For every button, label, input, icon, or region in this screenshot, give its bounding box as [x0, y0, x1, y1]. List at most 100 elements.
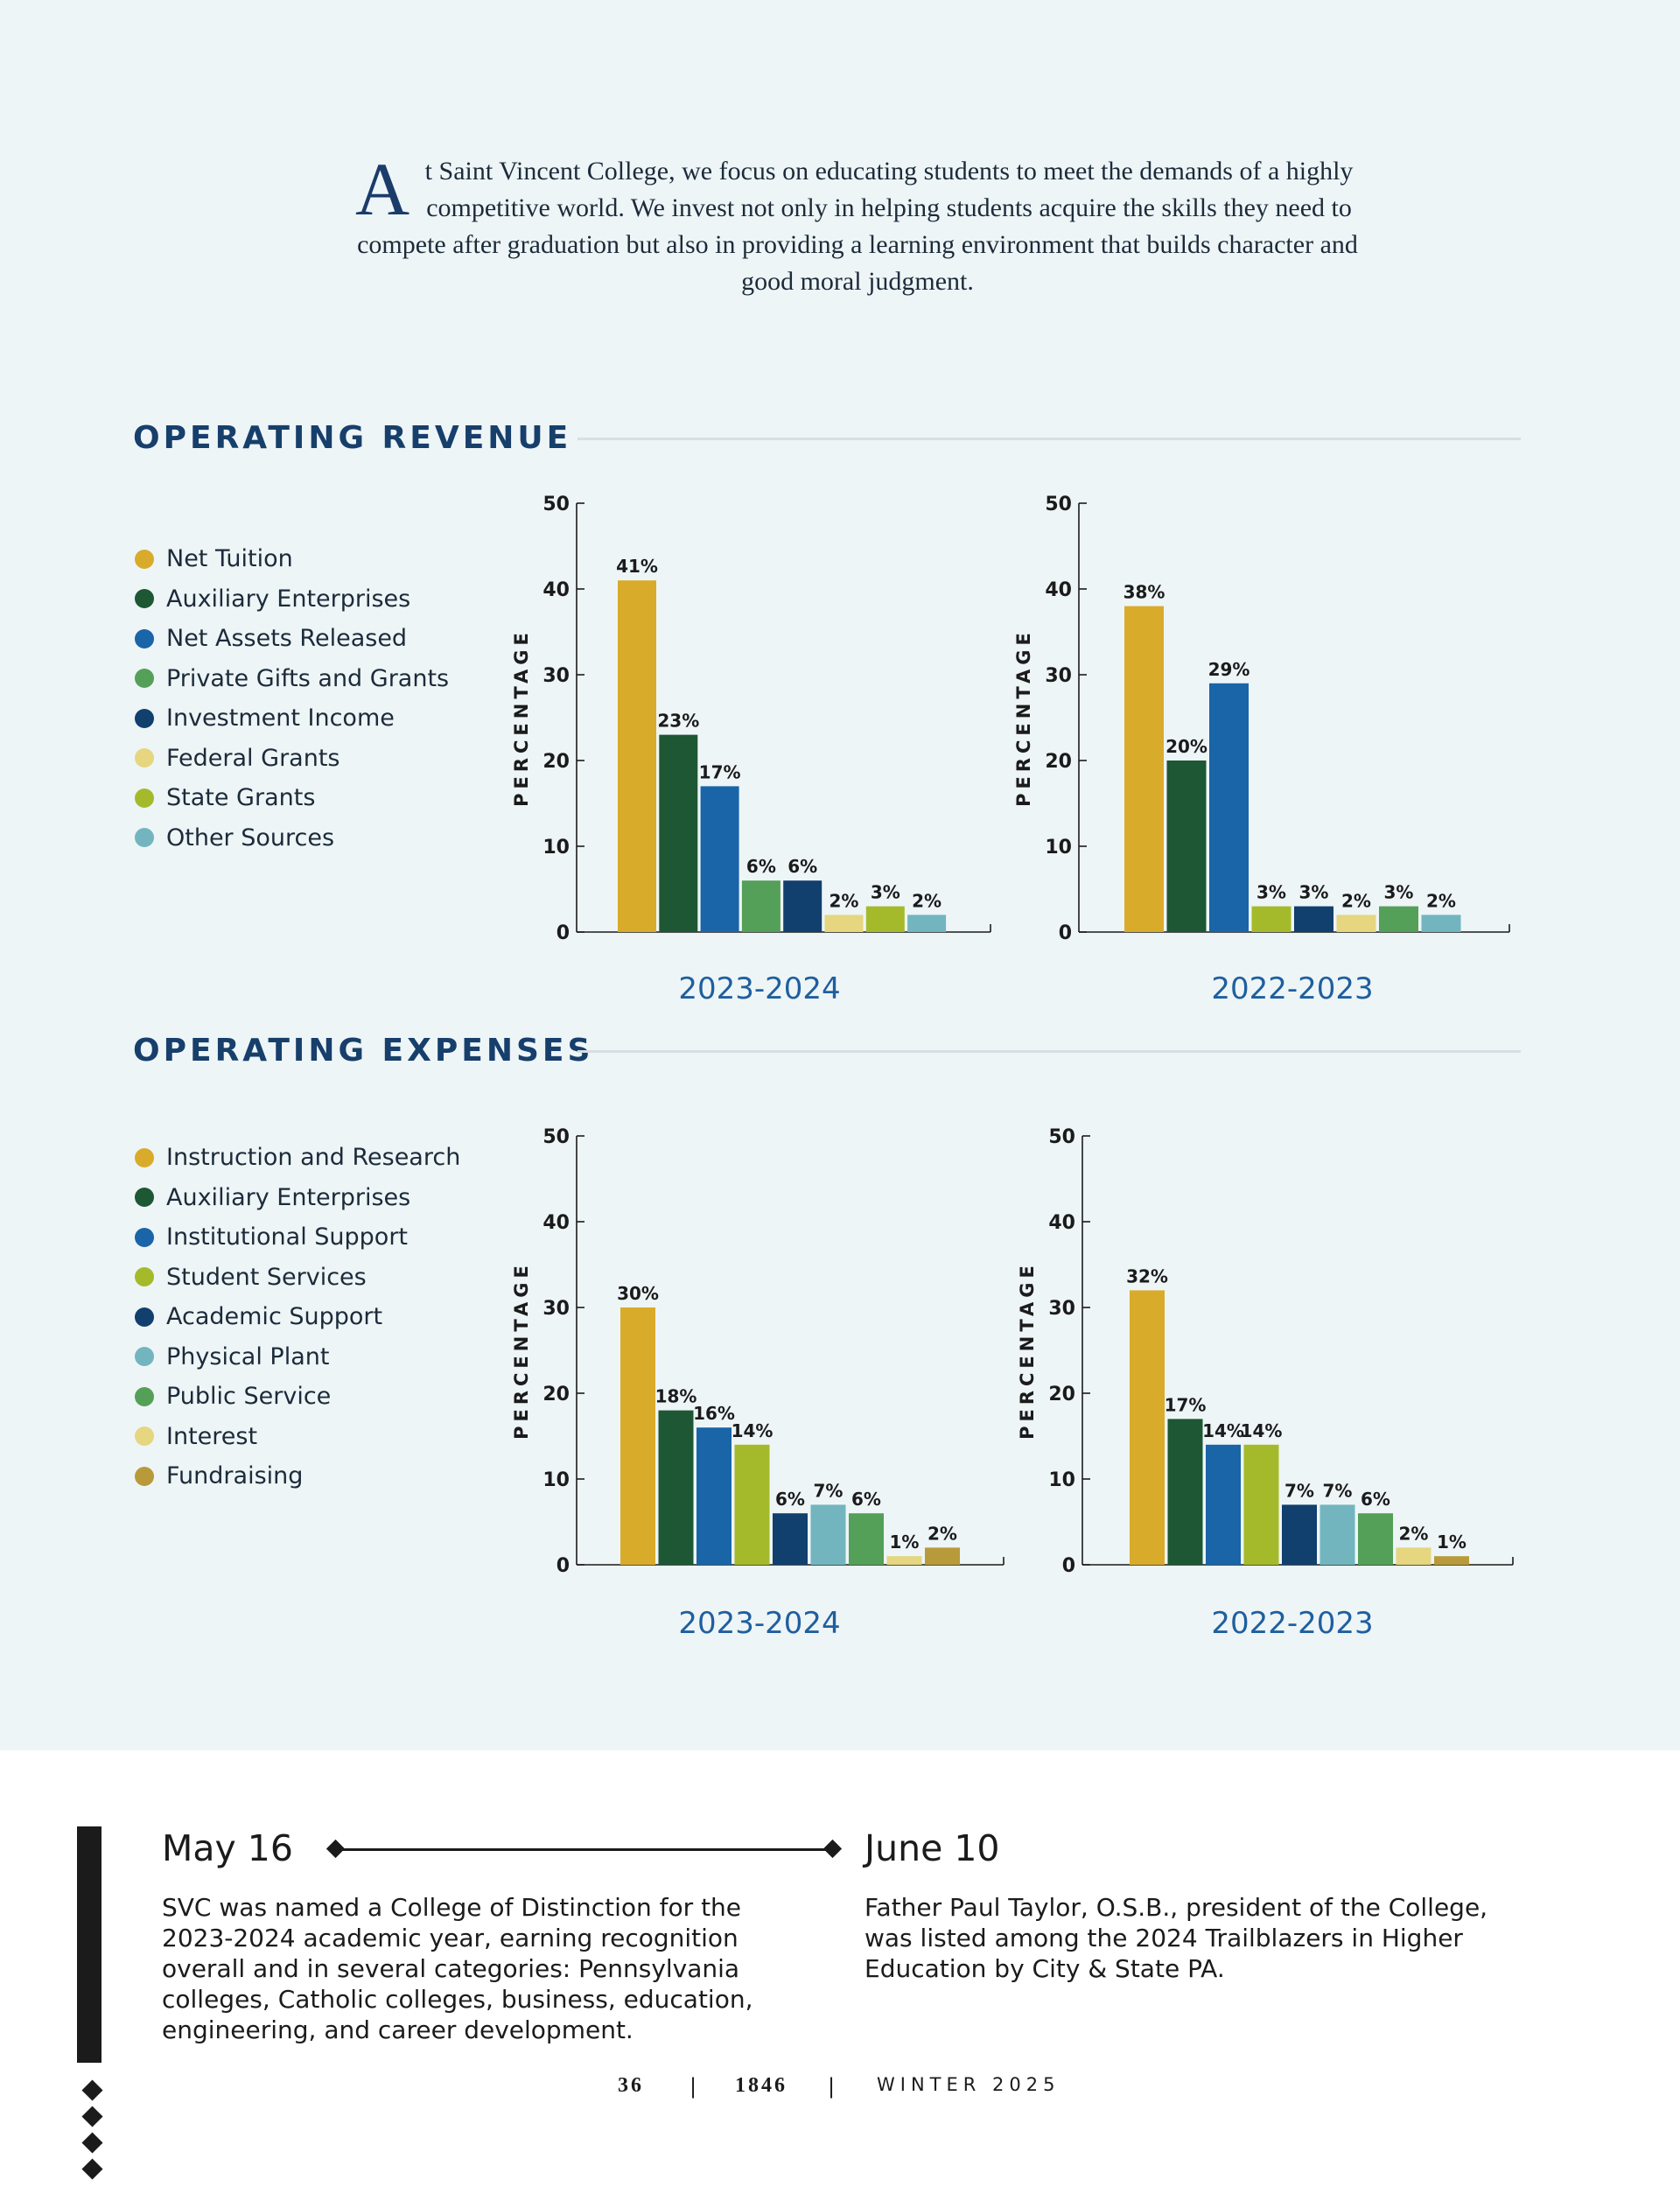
bar — [1166, 761, 1207, 932]
data-label: 2% — [1399, 1523, 1429, 1544]
y-tick-label: 10 — [542, 1469, 570, 1491]
bar — [618, 580, 656, 932]
data-label: 29% — [1208, 659, 1250, 680]
data-label: 14% — [1241, 1420, 1283, 1441]
bar — [1434, 1556, 1469, 1565]
data-label: 17% — [1165, 1394, 1207, 1415]
legend-item: Institutional Support — [133, 1217, 460, 1258]
legend-item: Academic Support — [133, 1297, 460, 1337]
y-tick-label: 50 — [1045, 494, 1072, 515]
legend-swatch — [135, 1267, 154, 1287]
data-label: 2% — [928, 1523, 957, 1544]
y-tick-label: 10 — [1045, 837, 1072, 859]
revenue-caption-2023-2024: 2023-2024 — [678, 971, 841, 1006]
bar — [1251, 906, 1292, 932]
data-label: 6% — [851, 1489, 881, 1510]
legend-label: Instruction and Research — [166, 1144, 461, 1172]
bar — [700, 786, 739, 932]
legend-item: Private Gifts and Grants — [133, 659, 449, 699]
intro-text: t Saint Vincent College, we focus on edu… — [357, 157, 1358, 296]
legend-label: Investment Income — [166, 704, 395, 733]
data-label: 2% — [1426, 890, 1456, 911]
legend-label: Net Assets Released — [166, 625, 408, 653]
legend-swatch — [135, 788, 154, 808]
bar — [1124, 606, 1164, 932]
bar — [773, 1513, 808, 1565]
data-label: 14% — [1202, 1420, 1244, 1441]
timeline-date-right: June 10 — [864, 1827, 1000, 1869]
expenses-legend: Instruction and Research Auxiliary Enterp… — [133, 1138, 460, 1497]
bar — [1320, 1504, 1355, 1565]
legend-item: Other Sources — [133, 818, 449, 859]
bar — [849, 1513, 884, 1565]
revenue-caption-2022-2023: 2022-2023 — [1211, 971, 1374, 1006]
data-label: 23% — [657, 711, 699, 732]
footer-separator: | — [828, 2074, 836, 2099]
data-label: 14% — [732, 1420, 774, 1441]
y-tick-label: 20 — [542, 751, 570, 773]
data-label: 20% — [1166, 736, 1208, 757]
y-tick-label: 0 — [556, 922, 570, 944]
data-label: 3% — [1256, 882, 1286, 903]
data-label: 6% — [1361, 1489, 1390, 1510]
y-axis-label: PERCENTAGE — [511, 1261, 532, 1440]
legend-item: Net Assets Released — [133, 619, 449, 659]
bar — [810, 1504, 846, 1565]
y-tick-label: 10 — [542, 837, 570, 859]
legend-swatch — [135, 708, 154, 728]
legend-label: Student Services — [166, 1263, 367, 1291]
y-tick-label: 40 — [1045, 579, 1072, 601]
legend-item: Net Tuition — [133, 539, 449, 579]
revenue-section-title: OPERATING REVENUE — [133, 420, 572, 456]
legend-swatch — [135, 1466, 154, 1486]
legend-label: Private Gifts and Grants — [166, 664, 450, 692]
legend-label: State Grants — [166, 784, 316, 812]
legend-item: Instruction and Research — [133, 1138, 460, 1178]
data-label: 3% — [1384, 882, 1414, 903]
y-tick-label: 50 — [542, 1126, 570, 1148]
diamond-icon — [81, 2106, 103, 2127]
chart-svg: 0 10 20 30 40 50 PERCENTAGE 30% 18%16%14% 6% 7% 6% 1… — [511, 1126, 1004, 1577]
y-tick-label: 40 — [1048, 1212, 1075, 1234]
data-label: 16% — [693, 1403, 735, 1424]
bar — [659, 734, 698, 932]
timeline-text-right: Father Paul Taylor, O.S.B., president of… — [864, 1893, 1488, 1983]
data-label: 6% — [775, 1489, 805, 1510]
legend-swatch — [135, 669, 154, 689]
legend-label: Institutional Support — [166, 1223, 409, 1251]
legend-item: State Grants — [133, 778, 449, 818]
bar — [734, 1444, 770, 1565]
y-tick-label: 30 — [542, 665, 570, 687]
bar — [1282, 1504, 1317, 1565]
bar — [925, 1547, 960, 1565]
magazine-name: 1846 — [735, 2074, 788, 2097]
expenses-caption-2022-2023: 2022-2023 — [1211, 1606, 1374, 1641]
legend-item: Auxiliary Enterprises — [133, 1178, 460, 1218]
y-axis-label: PERCENTAGE — [1017, 1261, 1038, 1440]
data-label: 7% — [1323, 1480, 1353, 1501]
bar — [907, 915, 947, 932]
legend-label: Net Tuition — [166, 545, 293, 573]
data-label: 6% — [746, 856, 776, 877]
legend-item: Federal Grants — [133, 739, 449, 779]
data-label: 2% — [830, 890, 859, 911]
data-label: 2% — [912, 890, 942, 911]
data-label: 3% — [1299, 882, 1329, 903]
bar — [658, 1410, 694, 1565]
page-number: 36 — [618, 2074, 644, 2097]
legend-item: Public Service — [133, 1377, 460, 1417]
y-tick-label: 40 — [542, 1212, 570, 1234]
timeline-arrow-line — [337, 1848, 827, 1851]
bar — [1209, 683, 1249, 932]
chart-svg: 0 10 20 30 40 50 PERCENTAGE 41% 23% 17% 6% 6% 2% 3% 2% — [511, 494, 991, 944]
y-axis-label: PERCENTAGE — [1013, 628, 1034, 807]
summary-panel — [0, 0, 1680, 1750]
legend-item: Auxiliary Enterprises — [133, 579, 449, 620]
y-tick-label: 20 — [542, 1384, 570, 1405]
expenses-chart-2022-2023: 0 10 20 30 40 50 PERCENTAGE 32% 17% 14% 14% 7% 7% 6% 2… — [989, 1123, 1514, 1578]
data-label: 18% — [655, 1386, 697, 1407]
diamond-icon — [81, 2158, 103, 2180]
legend-swatch — [135, 1188, 154, 1208]
bar — [1206, 1444, 1241, 1565]
footer-separator: | — [690, 2074, 697, 2099]
